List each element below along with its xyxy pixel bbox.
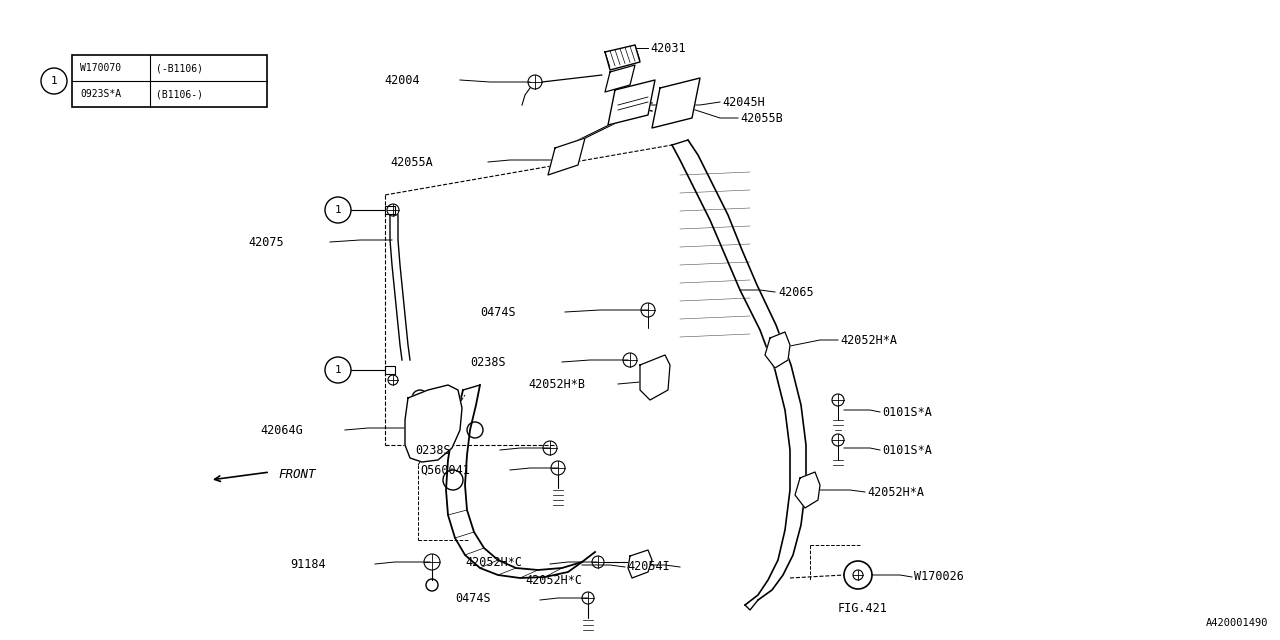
Text: (B1106-): (B1106-) — [156, 89, 204, 99]
Text: 0101S*A: 0101S*A — [882, 444, 932, 456]
Text: 42054I: 42054I — [627, 561, 669, 573]
Text: 1: 1 — [51, 76, 58, 86]
Text: FRONT: FRONT — [278, 467, 315, 481]
Polygon shape — [795, 472, 820, 508]
Text: 42052H*A: 42052H*A — [867, 486, 924, 499]
Text: FIG.421: FIG.421 — [838, 602, 888, 614]
Text: 42055B: 42055B — [740, 111, 783, 125]
Text: 42052H*B: 42052H*B — [529, 378, 585, 390]
Text: 0474S: 0474S — [480, 305, 516, 319]
Polygon shape — [765, 332, 790, 368]
Text: 0101S*A: 0101S*A — [882, 406, 932, 419]
Bar — [385, 206, 396, 214]
Text: Q560041: Q560041 — [420, 463, 470, 477]
Text: 1: 1 — [334, 205, 342, 215]
Text: 42052H*C: 42052H*C — [525, 573, 582, 586]
Polygon shape — [640, 355, 669, 400]
Text: 42004: 42004 — [384, 74, 420, 86]
Text: A420001490: A420001490 — [1206, 618, 1268, 628]
Text: W170026: W170026 — [914, 570, 964, 584]
Text: 0238S: 0238S — [470, 355, 506, 369]
Polygon shape — [652, 78, 700, 128]
Polygon shape — [628, 550, 652, 578]
Text: W170070: W170070 — [79, 63, 122, 73]
Text: (-B1106): (-B1106) — [156, 63, 204, 73]
Polygon shape — [605, 65, 635, 92]
Polygon shape — [605, 45, 640, 70]
Polygon shape — [608, 80, 655, 125]
Text: 42052H*A: 42052H*A — [840, 333, 897, 346]
Text: 42055A: 42055A — [390, 156, 433, 168]
Bar — [72, 55, 268, 107]
Polygon shape — [548, 138, 585, 175]
Text: 42065: 42065 — [778, 285, 814, 298]
Text: 42075: 42075 — [248, 236, 284, 248]
Text: 42064G: 42064G — [260, 424, 303, 436]
Text: 42031: 42031 — [650, 42, 686, 54]
Bar — [385, 366, 396, 374]
Text: 91184: 91184 — [291, 557, 325, 570]
Text: 0474S: 0474S — [454, 591, 490, 605]
Text: 0238S: 0238S — [415, 444, 451, 456]
Text: 42052H*C: 42052H*C — [465, 556, 522, 568]
Text: 1: 1 — [334, 365, 342, 375]
Polygon shape — [404, 385, 462, 462]
Text: 42045H: 42045H — [722, 95, 764, 109]
Text: 0923S*A: 0923S*A — [79, 89, 122, 99]
